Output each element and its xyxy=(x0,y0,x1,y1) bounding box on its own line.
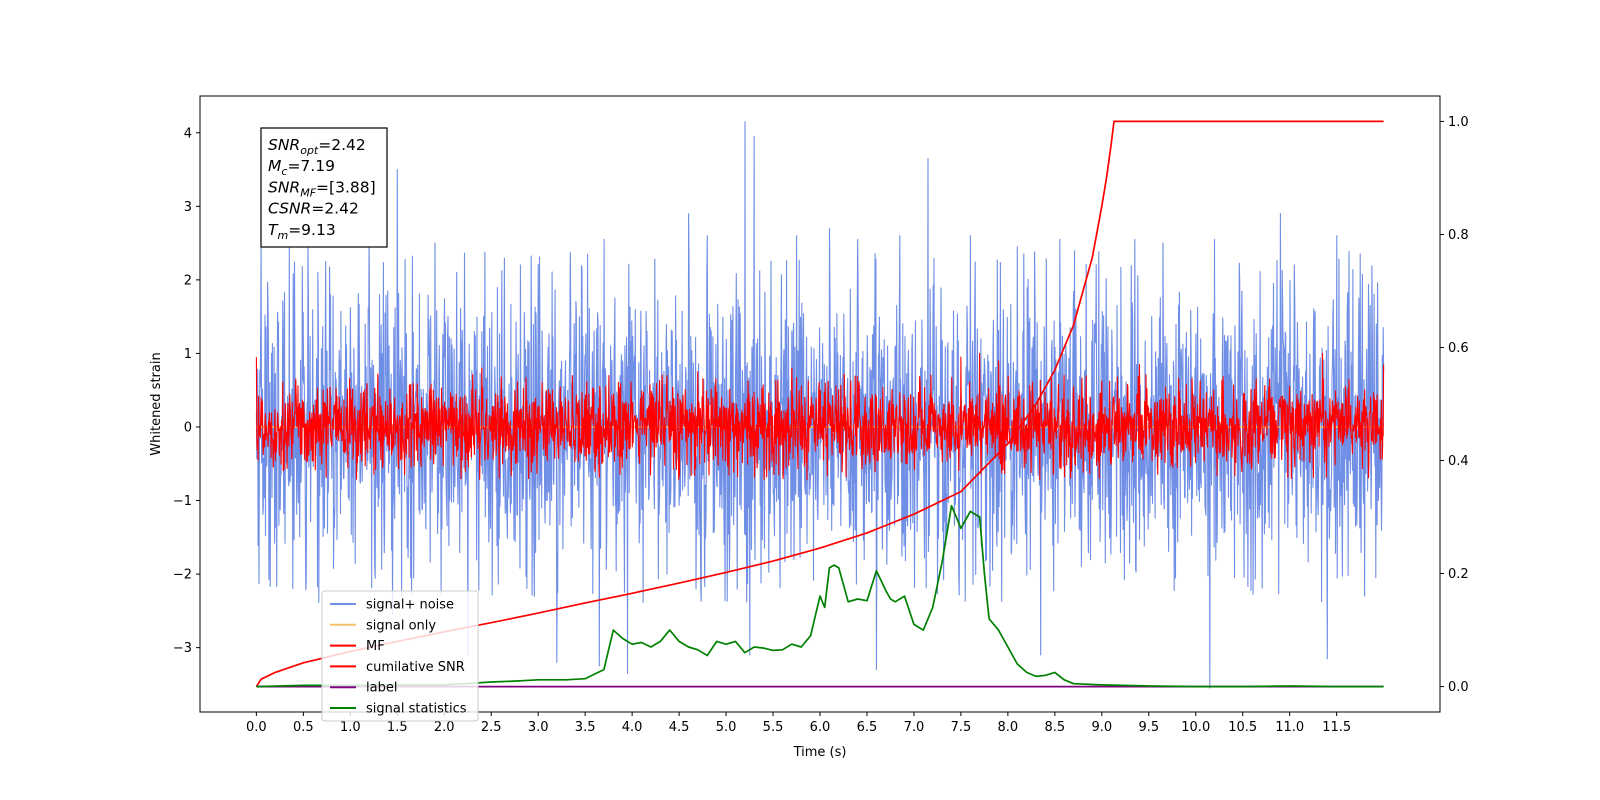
y2-tick-label: 0.0 xyxy=(1448,680,1469,695)
y2-tick-label: 1.0 xyxy=(1448,115,1469,130)
legend-item-label: label xyxy=(366,681,397,696)
x-tick-label: 2.0 xyxy=(434,720,455,735)
x-tick-label: 7.0 xyxy=(904,720,925,735)
y-axis-left: −3 −2 −1 0 1 2 3 4 xyxy=(173,126,200,656)
x-tick-label: 2.5 xyxy=(481,720,502,735)
legend-item-label: MF xyxy=(366,639,385,654)
x-tick-label: 8.0 xyxy=(998,720,1019,735)
annotation-line: SNRopt=2.42 xyxy=(268,136,366,157)
x-tick-label: 0.5 xyxy=(293,720,314,735)
y-tick-label: 2 xyxy=(184,273,192,288)
legend-frame xyxy=(321,590,479,722)
y-tick-label: 4 xyxy=(184,126,192,141)
y-tick-label: 3 xyxy=(184,200,192,215)
legend-item-label: signal+ noise xyxy=(366,598,454,613)
y-tick-label: −2 xyxy=(173,568,192,583)
x-tick-label: 0.0 xyxy=(246,720,267,735)
x-tick-label: 1.0 xyxy=(340,720,361,735)
series-mf-line xyxy=(255,352,1385,481)
legend: signal+ noise signal only MF cumilative SNR… xyxy=(321,590,479,722)
y-tick-label: 0 xyxy=(184,420,192,435)
x-tick-label: 6.5 xyxy=(857,720,878,735)
x-tick-label: 3.0 xyxy=(528,720,549,735)
y2-tick-label: 0.4 xyxy=(1448,454,1469,469)
y-axis-right: 0.0 0.2 0.4 0.6 0.8 1.0 xyxy=(1440,115,1469,695)
y-tick-label: −3 xyxy=(173,641,192,656)
legend-item-label: signal only xyxy=(366,618,436,633)
x-tick-label: 11.5 xyxy=(1322,720,1351,735)
annotation-line: Tm=9.13 xyxy=(268,221,336,242)
x-axis: 0.0 0.5 1.0 1.5 2.0 2.5 3.0 3.5 4.0 4.5 5.0 5.5 6.0 6… xyxy=(246,712,1351,735)
legend-item-label: signal statistics xyxy=(366,702,467,717)
annotation-line: CSNR=2.42 xyxy=(268,200,359,218)
x-tick-label: 6.0 xyxy=(810,720,831,735)
x-axis-title: Time (s) xyxy=(793,745,847,760)
x-tick-label: 5.5 xyxy=(763,720,784,735)
series-signal-noise-line xyxy=(255,121,1385,689)
series-signal-statistics-line xyxy=(256,504,1384,688)
legend-item-label: cumilative SNR xyxy=(366,660,465,675)
x-tick-label: 3.5 xyxy=(575,720,596,735)
x-tick-label: 1.5 xyxy=(387,720,408,735)
annotation-line: SNRMF=[3.88] xyxy=(268,178,376,199)
x-tick-label: 7.5 xyxy=(951,720,972,735)
annotation-frame xyxy=(260,127,388,248)
y-axis-title: Whitened strain xyxy=(149,352,164,455)
x-tick-label: 5.0 xyxy=(716,720,737,735)
x-tick-label: 9.0 xyxy=(1091,720,1112,735)
x-tick-label: 10.0 xyxy=(1181,720,1210,735)
x-tick-label: 11.0 xyxy=(1275,720,1304,735)
x-tick-label: 4.5 xyxy=(669,720,690,735)
x-tick-label: 4.0 xyxy=(622,720,643,735)
y2-tick-label: 0.6 xyxy=(1448,341,1469,356)
y2-tick-label: 0.2 xyxy=(1448,567,1469,582)
annotation-line: Mc=7.19 xyxy=(268,157,335,178)
x-tick-label: 9.5 xyxy=(1138,720,1159,735)
x-tick-label: 10.5 xyxy=(1228,720,1257,735)
y2-tick-label: 0.8 xyxy=(1448,228,1469,243)
y-tick-label: −1 xyxy=(173,494,192,509)
x-tick-label: 8.5 xyxy=(1045,720,1066,735)
y-tick-label: 1 xyxy=(184,347,192,362)
